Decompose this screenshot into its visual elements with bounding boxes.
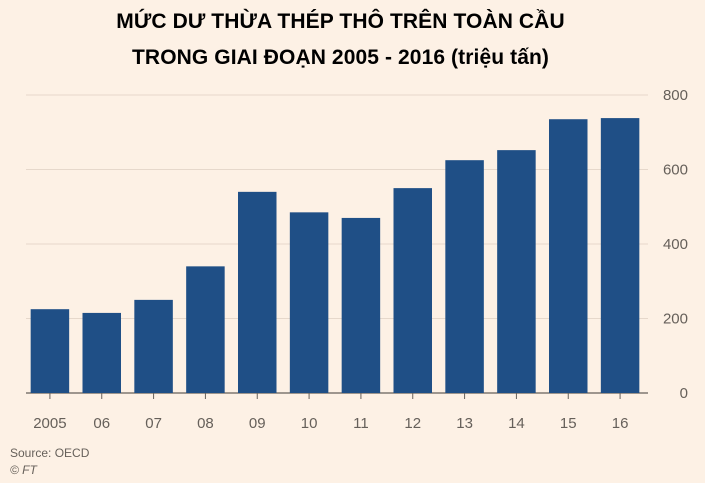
bar — [497, 150, 536, 393]
y-tick-label: 200 — [663, 311, 688, 328]
x-tick-label: 12 — [404, 415, 421, 432]
x-tick-label: 16 — [612, 415, 629, 432]
bar — [549, 119, 588, 394]
bar — [238, 191, 277, 393]
x-tick-label: 06 — [93, 415, 110, 432]
y-tick-label: 600 — [663, 162, 688, 179]
x-tick-label: 07 — [145, 415, 162, 432]
bar — [393, 188, 432, 393]
bar — [445, 160, 484, 393]
source-note: Source: OECD — [10, 446, 90, 460]
credit-note: © FT — [10, 463, 37, 477]
x-tick-label: 08 — [197, 415, 214, 432]
x-tick-label: 11 — [353, 415, 369, 432]
x-tick-label: 2005 — [33, 415, 66, 432]
x-tick-label: 14 — [508, 415, 525, 432]
x-tick-label: 13 — [456, 415, 473, 432]
x-tick-label: 15 — [560, 415, 577, 432]
bar — [82, 312, 121, 393]
chart-subtitle: TRONG GIAI ĐOẠN 2005 - 2016 (triệu tấn) — [132, 46, 549, 69]
bar — [341, 217, 381, 393]
y-tick-label: 400 — [663, 236, 688, 253]
x-tick-label: 09 — [249, 415, 266, 432]
bar — [134, 299, 173, 393]
chart-title: MỨC DƯ THỪA THÉP THÔ TRÊN TOÀN CẦU — [116, 10, 565, 33]
y-tick-label: 800 — [663, 87, 688, 104]
bar — [186, 266, 225, 393]
bar — [30, 309, 70, 393]
y-tick-label: 0 — [680, 385, 688, 402]
bar — [600, 118, 640, 393]
x-tick-label: 10 — [301, 415, 318, 432]
bar — [289, 212, 329, 393]
